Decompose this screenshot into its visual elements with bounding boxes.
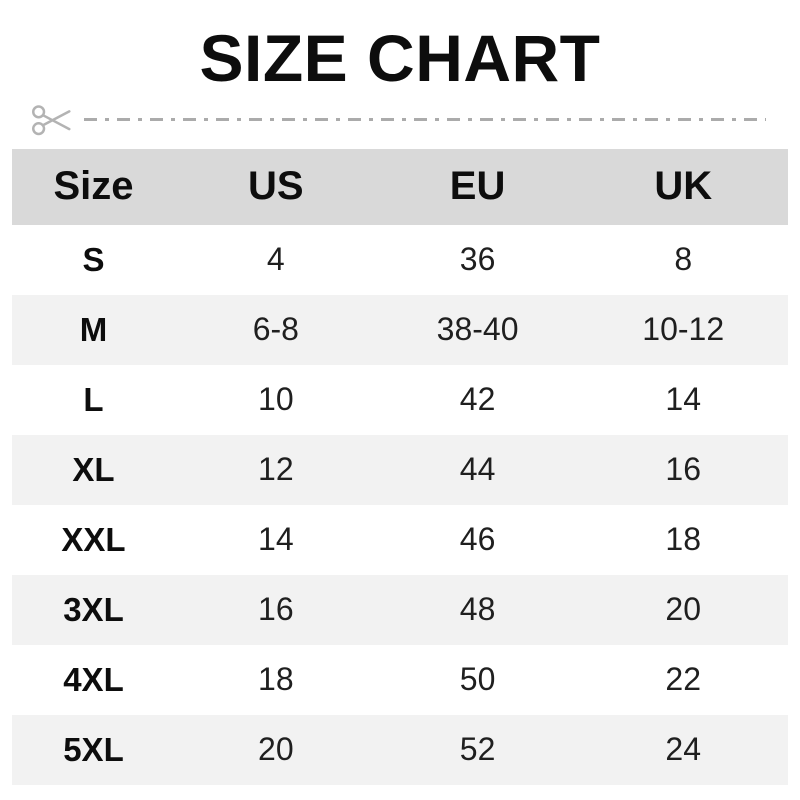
size-cell: 4XL — [63, 660, 124, 698]
uk-value-cell: 24 — [665, 731, 702, 768]
scissors-icon — [32, 104, 71, 135]
table-row-l: L 10 42 14 — [12, 365, 788, 435]
table-row-4xl: 4XL 18 50 22 — [12, 645, 788, 715]
size-cell: M — [79, 310, 108, 348]
us-value-cell: 4 — [266, 241, 285, 278]
size-cell: S — [82, 240, 105, 278]
us-value-cell: 12 — [258, 451, 294, 488]
eu-value-cell: 48 — [459, 591, 496, 628]
eu-value-cell: 44 — [459, 451, 496, 488]
us-value-cell: 16 — [258, 591, 294, 628]
eu-value-cell: 52 — [459, 731, 496, 768]
us-value-cell: 10 — [258, 381, 294, 418]
size-cell: XL — [72, 450, 115, 488]
table-header-row: Size US EU UK — [12, 148, 788, 225]
dashed-cut-line — [84, 118, 766, 122]
us-value-cell: 14 — [258, 521, 294, 558]
size-chart-table: Size US EU UK S 4 36 8 M 6-8 38-40 10-12… — [12, 148, 788, 785]
header-cell-size: Size — [12, 148, 175, 225]
header-cell-eu: EU — [376, 148, 579, 225]
eu-value-cell: 38-40 — [436, 311, 519, 348]
size-cell: 5XL — [63, 730, 124, 768]
uk-value-cell: 8 — [674, 241, 693, 278]
uk-value-cell: 20 — [665, 591, 702, 628]
header-cell-uk: UK — [578, 148, 788, 225]
table-row-xl: XL 12 44 16 — [12, 434, 788, 505]
uk-value-cell: 18 — [665, 521, 702, 558]
cut-line — [30, 97, 788, 143]
us-value-cell: 6-8 — [252, 311, 299, 348]
header-cell-us: US — [174, 148, 377, 225]
eu-value-cell: 50 — [459, 661, 496, 698]
us-value-cell: 20 — [258, 731, 294, 768]
size-cell: XXL — [61, 520, 126, 558]
uk-value-cell: 14 — [665, 381, 702, 418]
eu-value-cell: 36 — [459, 241, 496, 278]
table-row-3xl: 3XL 16 48 20 — [12, 574, 788, 645]
uk-value-cell: 10-12 — [642, 311, 725, 348]
size-cell: 3XL — [63, 590, 124, 628]
page-title: SIZE CHART — [199, 21, 601, 95]
table-row-s: S 4 36 8 — [12, 225, 788, 295]
table-row-xxl: XXL 14 46 18 — [12, 505, 788, 575]
uk-value-cell: 22 — [665, 661, 702, 698]
us-value-cell: 18 — [258, 661, 294, 698]
table-row-5xl: 5XL 20 52 24 — [12, 714, 788, 785]
size-cell: L — [83, 380, 104, 418]
uk-value-cell: 16 — [665, 451, 702, 488]
eu-value-cell: 42 — [459, 381, 496, 418]
table-row-m: M 6-8 38-40 10-12 — [12, 294, 788, 365]
eu-value-cell: 46 — [459, 521, 496, 558]
